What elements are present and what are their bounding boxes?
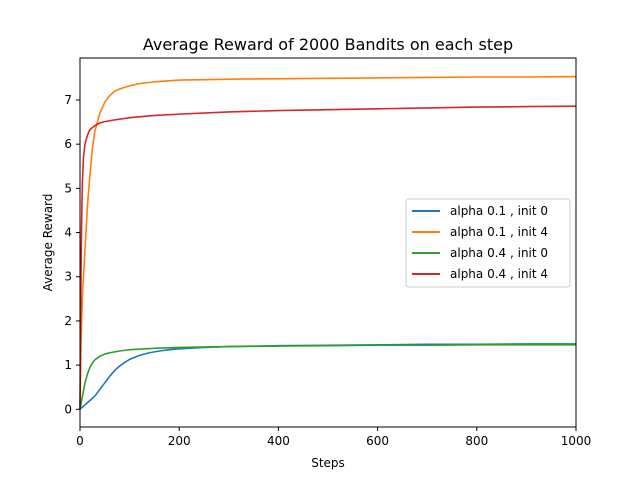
legend-label: alpha 0.1 , init 0 [450,204,548,218]
plot-area [79,75,577,410]
series-line-4 [79,105,577,410]
x-tick-label: 1000 [561,434,592,448]
x-tick-label: 400 [267,434,290,448]
y-tick-label: 5 [64,181,72,195]
x-tick-label: 800 [465,434,488,448]
y-tick-label: 2 [64,314,72,328]
legend-box [405,198,571,288]
series-line-2 [79,75,577,410]
y-tick-label: 6 [64,137,72,151]
y-tick-label: 3 [64,270,72,284]
legend-label: alpha 0.1 , init 4 [450,225,548,239]
chart-title: Average Reward of 2000 Bandits on each s… [143,35,513,54]
x-tick-label: 200 [168,434,191,448]
y-tick-label: 4 [64,226,72,240]
x-axis: 0 200 400 600 800 1000 [76,427,591,448]
series-line-3 [79,344,576,410]
y-axis: 0 1 2 3 4 5 6 7 [64,93,80,416]
y-tick-label: 7 [64,93,72,107]
legend-label: alpha 0.4 , init 0 [450,246,548,260]
legend: alpha 0.1 , init 0 alpha 0.1 , init 4 alph… [405,198,571,288]
y-tick-label: 0 [64,402,72,416]
x-axis-label: Steps [311,456,345,470]
x-tick-label: 0 [76,434,84,448]
plot-frame [79,57,577,428]
y-axis-label: Average Reward [41,194,55,292]
y-tick-label: 1 [64,358,72,372]
legend-label: alpha 0.4 , init 4 [450,267,548,281]
x-tick-label: 600 [366,434,389,448]
